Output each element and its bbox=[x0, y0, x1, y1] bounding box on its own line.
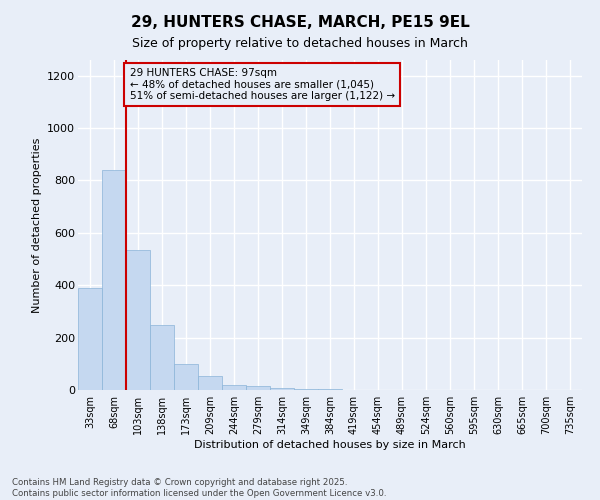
Bar bbox=[78, 288, 102, 390]
Bar bbox=[222, 385, 246, 390]
Bar bbox=[198, 376, 222, 390]
Bar bbox=[174, 364, 198, 390]
Y-axis label: Number of detached properties: Number of detached properties bbox=[32, 138, 41, 312]
Bar bbox=[246, 386, 270, 390]
Text: 29, HUNTERS CHASE, MARCH, PE15 9EL: 29, HUNTERS CHASE, MARCH, PE15 9EL bbox=[131, 15, 469, 30]
Text: Size of property relative to detached houses in March: Size of property relative to detached ho… bbox=[132, 38, 468, 51]
X-axis label: Distribution of detached houses by size in March: Distribution of detached houses by size … bbox=[194, 440, 466, 450]
Bar bbox=[126, 250, 150, 390]
Text: 29 HUNTERS CHASE: 97sqm
← 48% of detached houses are smaller (1,045)
51% of semi: 29 HUNTERS CHASE: 97sqm ← 48% of detache… bbox=[130, 68, 395, 101]
Bar bbox=[150, 325, 174, 390]
Bar bbox=[270, 388, 294, 390]
Bar bbox=[294, 389, 318, 390]
Bar bbox=[102, 170, 126, 390]
Text: Contains HM Land Registry data © Crown copyright and database right 2025.
Contai: Contains HM Land Registry data © Crown c… bbox=[12, 478, 386, 498]
